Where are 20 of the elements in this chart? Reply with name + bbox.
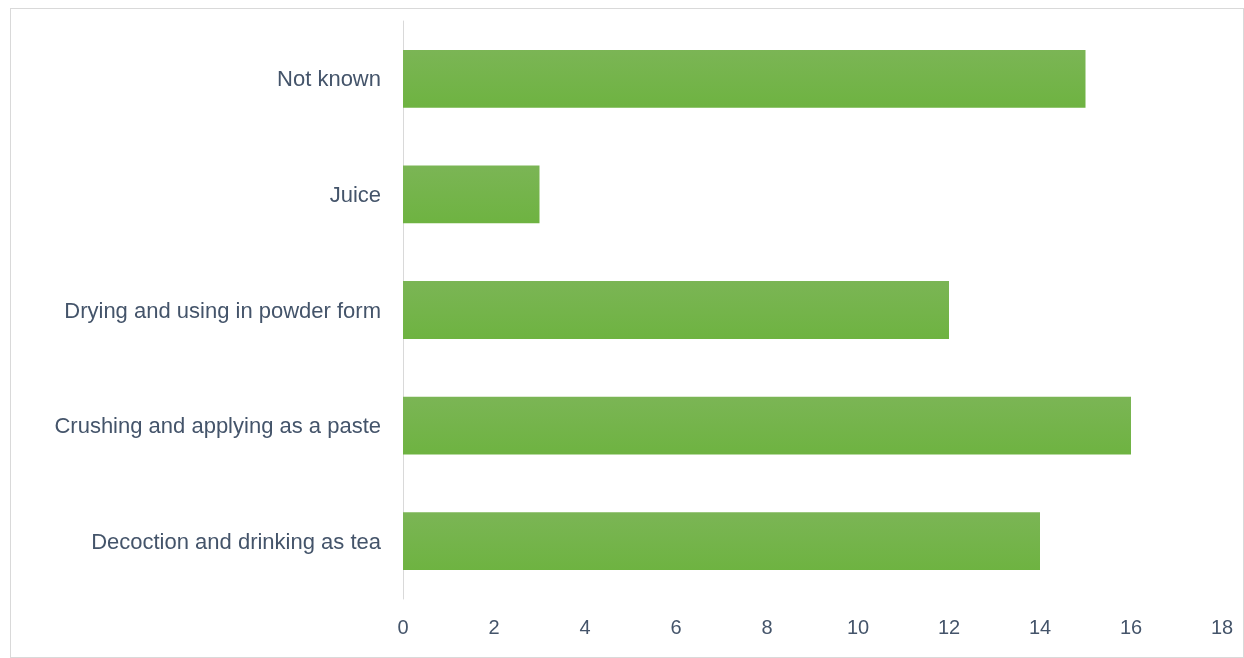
- y-tick-label: Decoction and drinking as tea: [91, 528, 382, 554]
- x-tick-label: 2: [488, 616, 500, 638]
- bar: [403, 396, 1131, 455]
- bar: [403, 281, 949, 339]
- x-tick-label: 16: [1119, 616, 1143, 638]
- x-tick-label: 8: [761, 616, 773, 638]
- bar: [403, 49, 1086, 108]
- x-tick-label: 18: [1210, 616, 1234, 638]
- y-tick-label: Juice: [329, 181, 381, 207]
- x-tick-label: 14: [1028, 616, 1052, 638]
- x-tick-label: 0: [397, 616, 409, 638]
- y-tick-label: Not known: [277, 66, 381, 92]
- y-tick-label: Crushing and applying as a paste: [54, 413, 381, 439]
- x-tick-label: 10: [846, 616, 870, 638]
- bar: [403, 512, 1040, 571]
- x-tick-label: 12: [937, 616, 961, 638]
- bar: [403, 165, 540, 224]
- x-tick-label: 4: [579, 616, 591, 638]
- x-tick-label: 6: [670, 616, 682, 638]
- y-tick-label: Drying and using in powder form: [64, 297, 381, 323]
